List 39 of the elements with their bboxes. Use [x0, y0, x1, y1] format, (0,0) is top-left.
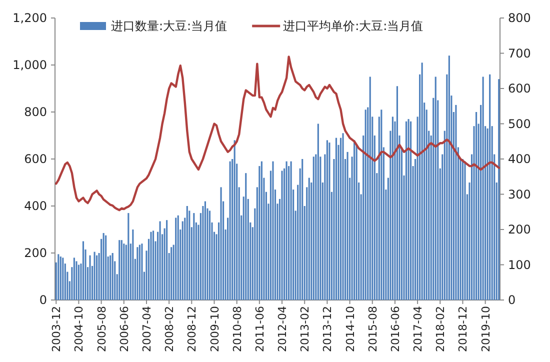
- x-tick-label: 2007-04: [140, 306, 154, 352]
- x-tick-label: 2008-12: [186, 306, 199, 352]
- y2-tick-label: 800: [508, 11, 531, 25]
- y2-tick-label: 0: [508, 293, 516, 307]
- x-tick-label: 2018-02: [434, 306, 448, 352]
- y-tick-label: 800: [24, 105, 47, 119]
- x-tick-label: 2017-04: [412, 306, 425, 352]
- y-tick-label: 200: [24, 246, 47, 260]
- y2-tick-label: 300: [508, 187, 531, 202]
- x-tick-label: 2005-08: [95, 306, 108, 352]
- y2-tick-label: 200: [508, 222, 531, 236]
- x-tick-label: 2003-12: [50, 306, 64, 352]
- y-tick-label: 400: [24, 199, 47, 213]
- x-tick-label: 2019-10: [479, 306, 492, 352]
- y-tick-label: 1,200: [12, 11, 47, 25]
- x-tick-label: 2010-08: [230, 306, 244, 352]
- x-tick-label: 2009-10: [208, 306, 222, 352]
- x-tick-label: 2013-02: [298, 306, 312, 352]
- y2-tick-label: 400: [508, 152, 531, 166]
- legend-label: 进口平均单价:大豆:当月值: [283, 19, 424, 33]
- legend-label: 进口数量:大豆:当月值: [111, 19, 228, 33]
- y2-tick-label: 100: [508, 258, 531, 272]
- y2-tick-label: 700: [508, 46, 531, 60]
- x-tick-label: 2011-06: [253, 306, 266, 352]
- x-tick-label: 2013-12: [321, 306, 334, 352]
- y-tick-label: 0: [39, 293, 47, 307]
- x-tick-label: 2018-12: [456, 306, 470, 352]
- line-series: [55, 56, 500, 212]
- x-tick-label: 2014-10: [344, 306, 357, 352]
- x-tick-label: 2008-02: [163, 306, 176, 352]
- y2-tick-label: 500: [508, 116, 531, 131]
- x-tick-label: 2016-06: [388, 306, 402, 352]
- y2-tick-label: 600: [508, 82, 531, 96]
- x-tick-label: 2015-08: [366, 306, 380, 352]
- x-tick-label: 2004-10: [72, 306, 86, 352]
- y-tick-label: 1,000: [12, 58, 47, 72]
- x-tick-label: 2012-04: [276, 306, 290, 352]
- x-tick-label: 2006-06: [118, 306, 131, 352]
- y-tick-label: 600: [24, 152, 47, 166]
